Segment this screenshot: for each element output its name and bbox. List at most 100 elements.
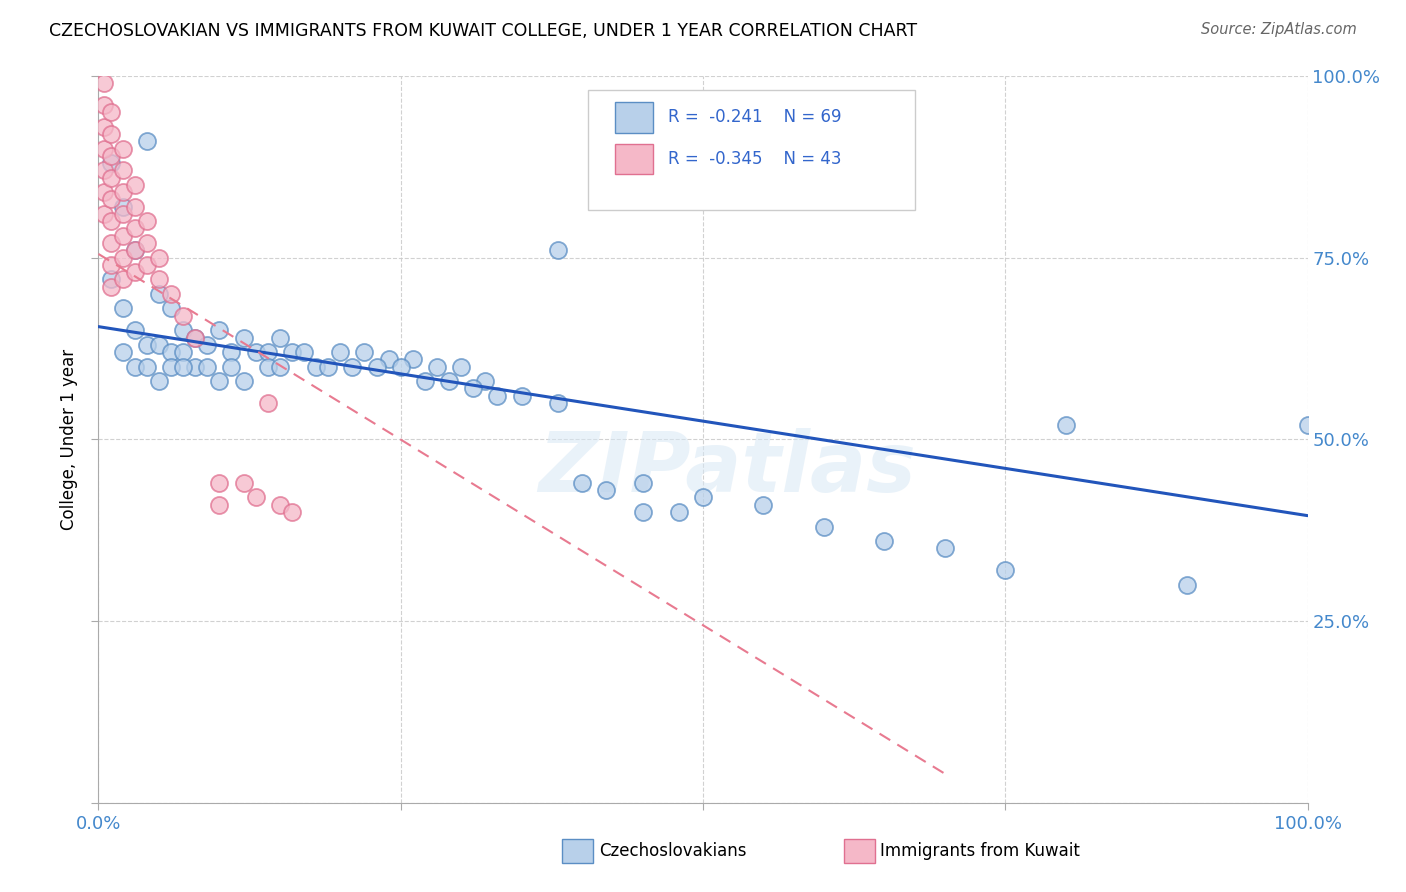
Point xyxy=(1054,417,1077,432)
Point xyxy=(208,323,231,337)
Point xyxy=(195,338,218,352)
Point xyxy=(245,345,267,359)
Point xyxy=(668,505,690,519)
Text: CZECHOSLOVAKIAN VS IMMIGRANTS FROM KUWAIT COLLEGE, UNDER 1 YEAR CORRELATION CHAR: CZECHOSLOVAKIAN VS IMMIGRANTS FROM KUWAI… xyxy=(49,22,917,40)
Text: R =  -0.241    N = 69: R = -0.241 N = 69 xyxy=(668,109,841,127)
Point xyxy=(93,120,115,134)
Point xyxy=(111,163,134,178)
Point xyxy=(124,178,146,192)
Point xyxy=(184,330,207,344)
Point xyxy=(366,359,388,374)
Point xyxy=(353,345,375,359)
Point xyxy=(148,374,170,388)
Point xyxy=(692,491,714,505)
Text: R =  -0.345    N = 43: R = -0.345 N = 43 xyxy=(668,150,841,168)
Point xyxy=(1175,578,1198,592)
Point xyxy=(93,98,115,112)
Point xyxy=(160,345,183,359)
Point xyxy=(208,475,231,490)
Point xyxy=(232,475,254,490)
Point xyxy=(269,359,291,374)
Point xyxy=(450,359,472,374)
Point xyxy=(135,214,157,228)
Point xyxy=(100,279,122,293)
Point xyxy=(124,200,146,214)
Point xyxy=(269,330,291,344)
Point xyxy=(256,345,278,359)
Point xyxy=(873,534,896,549)
Point xyxy=(281,345,304,359)
Point xyxy=(329,345,352,359)
Point xyxy=(184,330,207,344)
Point xyxy=(292,345,315,359)
Point xyxy=(100,127,122,141)
Point xyxy=(994,563,1017,577)
Point xyxy=(124,323,146,337)
Point xyxy=(510,389,533,403)
Point xyxy=(547,244,569,258)
Point xyxy=(124,244,146,258)
Point xyxy=(135,338,157,352)
Point xyxy=(232,374,254,388)
Point xyxy=(813,519,835,533)
Point xyxy=(256,396,278,410)
Point xyxy=(305,359,328,374)
Point xyxy=(160,359,183,374)
Point xyxy=(100,258,122,272)
Point xyxy=(232,330,254,344)
Point xyxy=(100,193,122,207)
Text: ZIPatlas: ZIPatlas xyxy=(538,428,917,509)
Point xyxy=(1296,417,1319,432)
Point xyxy=(221,359,243,374)
Point xyxy=(148,251,170,265)
Point xyxy=(413,374,436,388)
Point xyxy=(631,505,654,519)
Point xyxy=(631,475,654,490)
Point xyxy=(100,156,122,170)
FancyBboxPatch shape xyxy=(588,90,915,211)
Point xyxy=(281,505,304,519)
Point xyxy=(342,359,364,374)
Point xyxy=(100,272,122,286)
Point xyxy=(93,185,115,199)
Point xyxy=(111,345,134,359)
Point xyxy=(172,323,194,337)
Point xyxy=(111,200,134,214)
Point xyxy=(256,359,278,374)
Text: Czechoslovakians: Czechoslovakians xyxy=(599,842,747,860)
Point xyxy=(184,359,207,374)
Point xyxy=(93,141,115,155)
Point xyxy=(595,483,617,498)
Point xyxy=(100,214,122,228)
Point xyxy=(752,498,775,512)
FancyBboxPatch shape xyxy=(614,144,654,174)
Point xyxy=(111,141,134,155)
Point xyxy=(135,258,157,272)
Point xyxy=(93,76,115,90)
Point xyxy=(93,163,115,178)
Point xyxy=(100,149,122,163)
Point xyxy=(111,207,134,221)
Point xyxy=(148,287,170,301)
Point xyxy=(111,228,134,243)
Point xyxy=(124,221,146,235)
Point xyxy=(389,359,412,374)
Point xyxy=(486,389,509,403)
Point xyxy=(172,359,194,374)
Point xyxy=(111,251,134,265)
Point xyxy=(221,345,243,359)
Point xyxy=(377,352,399,367)
Text: Immigrants from Kuwait: Immigrants from Kuwait xyxy=(880,842,1080,860)
Point xyxy=(160,287,183,301)
Point xyxy=(135,359,157,374)
Point xyxy=(93,207,115,221)
Point xyxy=(100,105,122,120)
Point xyxy=(172,345,194,359)
Point xyxy=(437,374,460,388)
Y-axis label: College, Under 1 year: College, Under 1 year xyxy=(60,349,79,530)
Point xyxy=(148,338,170,352)
Point xyxy=(160,301,183,316)
Point xyxy=(934,541,956,556)
Point xyxy=(195,359,218,374)
Point xyxy=(426,359,449,374)
